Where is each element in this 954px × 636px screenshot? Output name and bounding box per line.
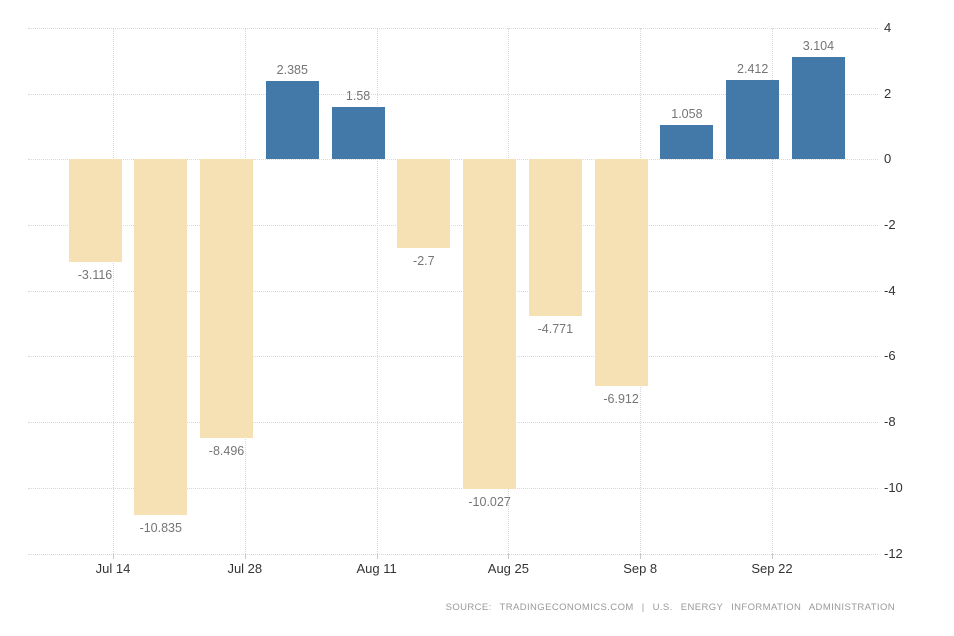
bar[interactable]: [791, 57, 845, 160]
bar-value-label: -4.771: [537, 322, 574, 337]
bar-value-label: -6.912: [603, 392, 639, 407]
x-axis-tick: [508, 553, 510, 559]
y-axis-label: -10: [884, 479, 903, 495]
bar-value-label: -2.7: [413, 254, 435, 269]
bar[interactable]: [134, 159, 188, 516]
x-axis-tick: [376, 553, 378, 559]
bar-value-label: -8.496: [208, 444, 245, 459]
x-axis-label: Jul 14: [95, 561, 131, 576]
x-axis-tick: [772, 553, 773, 559]
x-axis-label: Sep 22: [751, 561, 793, 576]
bar[interactable]: [200, 159, 254, 439]
x-axis-label: Sep 8: [623, 561, 658, 576]
bar[interactable]: [331, 107, 385, 160]
bar[interactable]: [397, 159, 451, 249]
h-gridline: [28, 28, 878, 29]
x-axis-tick: [244, 553, 246, 559]
plot-area: -3.116 -10.835 -8.496 2.385 1.58 -2.7 -10.027 -…: [28, 28, 878, 555]
h-gridline: [28, 422, 878, 424]
x-axis-tick: [640, 553, 642, 559]
y-axis-label: -4: [884, 282, 896, 298]
h-gridline: [28, 225, 878, 227]
x-axis-label: Aug 25: [487, 561, 529, 576]
bar-value-label: 3.104: [802, 39, 835, 54]
h-gridline: [28, 487, 878, 489]
v-gridline: [113, 28, 114, 554]
bar-value-label: 2.385: [276, 63, 308, 78]
y-axis-label: -12: [884, 545, 903, 561]
x-axis-tick: [113, 553, 114, 559]
bar[interactable]: [594, 159, 648, 387]
bar[interactable]: [528, 159, 582, 317]
bar[interactable]: [68, 159, 122, 262]
bar-value-label: -3.116: [77, 267, 113, 282]
h-gridline: [28, 553, 878, 555]
h-gridline: [28, 159, 878, 161]
v-gridline: [772, 28, 773, 554]
bar[interactable]: [726, 80, 780, 160]
bar-value-label: 1.58: [345, 89, 371, 104]
h-gridline: [28, 356, 878, 358]
bar[interactable]: [660, 124, 714, 160]
bar[interactable]: [463, 159, 517, 489]
bar-value-label: 2.412: [737, 62, 769, 77]
x-axis-label: Jul 28: [227, 561, 263, 576]
y-axis-label: -2: [884, 217, 896, 233]
h-gridline: [28, 290, 878, 292]
y-axis-label: 0: [884, 151, 892, 167]
y-axis-label: 4: [884, 20, 892, 35]
v-gridline: [376, 28, 378, 554]
h-gridline: [28, 93, 878, 95]
y-axis-label: -8: [884, 414, 896, 430]
bar-value-label: -10.835: [139, 521, 182, 536]
y-axis-label: 2: [884, 85, 892, 101]
bar[interactable]: [265, 81, 319, 160]
x-axis-label: Aug 11: [356, 561, 397, 576]
y-axis-label: -6: [884, 348, 896, 364]
bar-value-label: 1.058: [671, 106, 703, 121]
source-attribution: SOURCE: TRADINGECONOMICS.COM | U.S. ENER…: [445, 602, 895, 613]
bar-value-label: -10.027: [468, 494, 511, 509]
